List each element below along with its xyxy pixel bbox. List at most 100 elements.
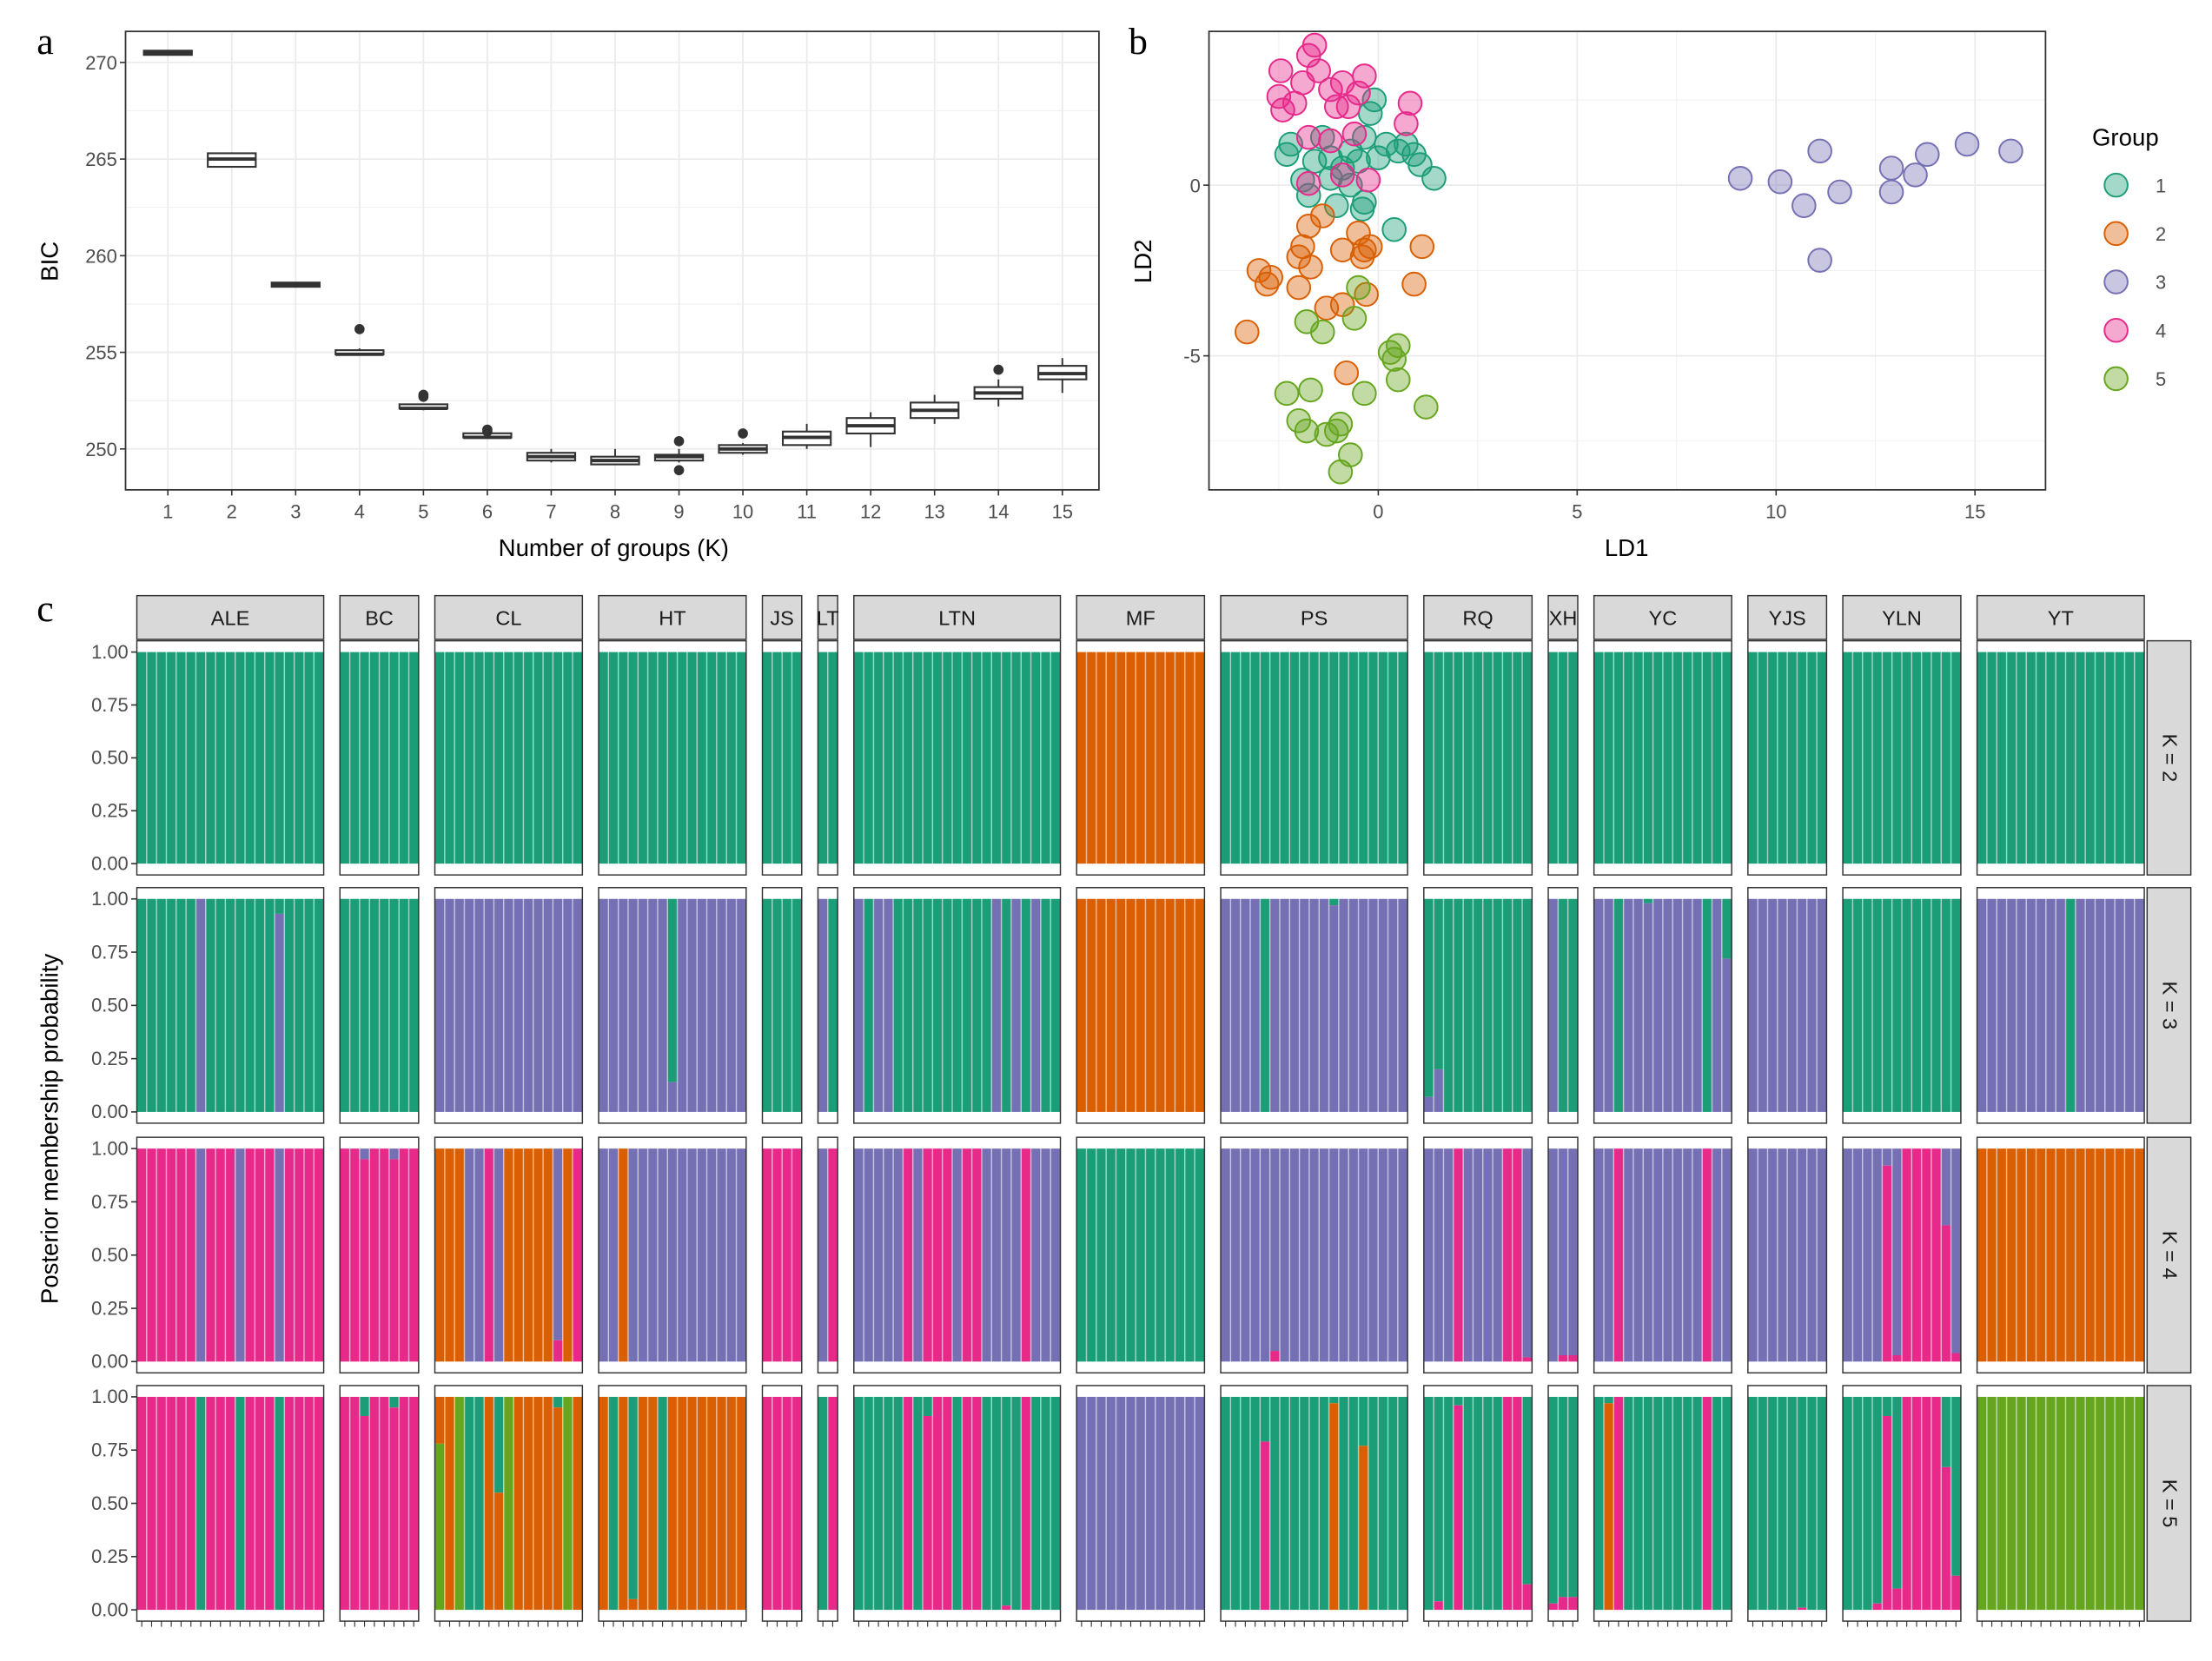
membership-bar-cluster-3 (1175, 1396, 1185, 1611)
y-tick-label: 0.75 (91, 1439, 129, 1461)
membership-bar-cluster-2 (553, 1407, 563, 1611)
membership-bar-cluster-1 (1872, 1396, 1883, 1604)
membership-bar-cluster-1 (235, 652, 246, 864)
membership-bar-cluster-4 (255, 1396, 265, 1611)
membership-bar-cluster-3 (1767, 1148, 1778, 1362)
membership-bar-cluster-1 (1289, 1396, 1300, 1611)
membership-bar-cluster-1 (1030, 1396, 1041, 1611)
membership-bar-cluster-1 (245, 652, 255, 864)
membership-bar-cluster-4 (1434, 1601, 1444, 1611)
membership-bar-cluster-1 (1882, 898, 1892, 1112)
membership-bar-cluster-1 (2104, 652, 2116, 864)
membership-bar-cluster-5 (2045, 1396, 2056, 1611)
membership-bar-cluster-1 (951, 1396, 963, 1611)
membership-bar-cluster-5 (2075, 1396, 2086, 1611)
membership-bar-cluster-1 (1902, 652, 1912, 864)
membership-bar-cluster-3 (608, 1148, 619, 1362)
box-k10 (718, 428, 768, 455)
panel-border (1593, 1385, 1732, 1622)
membership-bar-cluster-1 (923, 652, 933, 864)
box-k5 (398, 389, 449, 411)
membership-bar-cluster-1 (903, 652, 913, 864)
membership-bar-cluster-4 (156, 1396, 167, 1611)
membership-bar-cluster-1 (1806, 652, 1818, 864)
membership-bar-cluster-4 (1941, 1225, 1951, 1362)
legend-label: 4 (2156, 320, 2166, 341)
x-tick-label: 13 (924, 500, 944, 522)
membership-bar-cluster-1 (1106, 1148, 1116, 1362)
y-tick-label: -5 (1183, 346, 1200, 367)
membership-bar-cluster-1 (1852, 652, 1863, 864)
strip-background (2146, 887, 2192, 1124)
membership-bar-cluster-1 (474, 652, 485, 864)
membership-bar-cluster-3 (1682, 1148, 1692, 1362)
facet-YJS (1747, 887, 1828, 1124)
facet-RQ (1423, 639, 1533, 876)
membership-bar-cluster-1 (627, 652, 639, 864)
membership-bar-cluster-3 (951, 1148, 963, 1362)
membership-bar-cluster-1 (303, 652, 315, 864)
membership-bar-cluster-3 (1030, 898, 1041, 1112)
membership-bar-cluster-3 (1692, 898, 1703, 1112)
membership-bar-cluster-3 (647, 898, 658, 1112)
membership-bar-cluster-1 (434, 652, 445, 864)
membership-bar-cluster-4 (1453, 1405, 1464, 1611)
membership-bar-cluster-3 (1269, 1148, 1280, 1352)
strip-label: ALE (211, 607, 249, 630)
panel-border (1842, 1385, 1962, 1622)
membership-bar-cluster-1 (657, 652, 668, 864)
membership-bar-cluster-3 (1558, 1148, 1568, 1355)
facet-BC (339, 1385, 420, 1622)
strip-label: LTN (938, 607, 976, 630)
point-group-3 (1791, 193, 1817, 219)
membership-bar-cluster-1 (225, 652, 235, 864)
membership-bar-cluster-1 (1328, 652, 1339, 864)
membership-bar-cluster-1 (1434, 1396, 1444, 1602)
membership-bar-cluster-4 (782, 1148, 792, 1362)
membership-bar-cluster-1 (893, 652, 904, 864)
membership-bar-cluster-3 (1358, 898, 1368, 1112)
y-axis-title: LD2 (1129, 240, 1156, 284)
membership-bar-cluster-1 (1493, 1396, 1503, 1611)
membership-bar-cluster-4 (762, 1396, 772, 1611)
membership-bar-cluster-1 (2056, 652, 2066, 864)
membership-bar-cluster-4 (1882, 1415, 1892, 1611)
panel-border (1076, 639, 1206, 876)
membership-bar-cluster-1 (1643, 1396, 1653, 1611)
membership-bar-cluster-3 (1672, 898, 1683, 1112)
membership-bar-cluster-3 (1269, 898, 1280, 1112)
membership-bar-cluster-1 (1221, 1396, 1231, 1611)
facet-PS (1220, 1385, 1408, 1622)
membership-bar-cluster-1 (1279, 652, 1290, 864)
facet-strip-ALE (136, 594, 325, 640)
point-group-1 (1357, 101, 1383, 126)
membership-bar-cluster-1 (1512, 898, 1523, 1112)
panel-border (761, 1385, 803, 1622)
strip-background (136, 594, 325, 640)
row-strip-label: K = 4 (2158, 1231, 2181, 1280)
membership-bar-cluster-1 (1872, 898, 1883, 1112)
membership-bar-cluster-2 (1997, 1148, 2007, 1362)
membership-bar-cluster-5 (1986, 1396, 1997, 1611)
membership-bar-cluster-4 (1902, 1396, 1912, 1611)
membership-bar-cluster-4 (399, 1148, 409, 1362)
facet-XH (1547, 639, 1579, 876)
membership-bar-cluster-1 (388, 652, 400, 864)
membership-bar-cluster-1 (369, 652, 380, 864)
membership-bar-cluster-4 (379, 1396, 389, 1611)
membership-bar-cluster-1 (827, 652, 838, 864)
membership-bar-cluster-3 (1473, 1148, 1483, 1362)
membership-bar-cluster-4 (388, 1407, 400, 1611)
membership-bar-cluster-1 (1672, 652, 1683, 864)
y-tick-label: 0 (1190, 175, 1201, 196)
membership-bar-cluster-3 (1397, 1148, 1408, 1362)
membership-bar-cluster-3 (2104, 898, 2116, 1112)
strip-label: PS (1301, 607, 1328, 630)
membership-bar-cluster-4 (1613, 1148, 1624, 1362)
point-group-1 (1366, 145, 1391, 170)
membership-bar-cluster-3 (553, 1148, 563, 1340)
membership-bar-cluster-3 (1567, 1148, 1578, 1355)
membership-bar-cluster-1 (1662, 1396, 1673, 1611)
membership-bar-cluster-2 (1145, 652, 1156, 864)
point-group-4 (1341, 121, 1368, 147)
